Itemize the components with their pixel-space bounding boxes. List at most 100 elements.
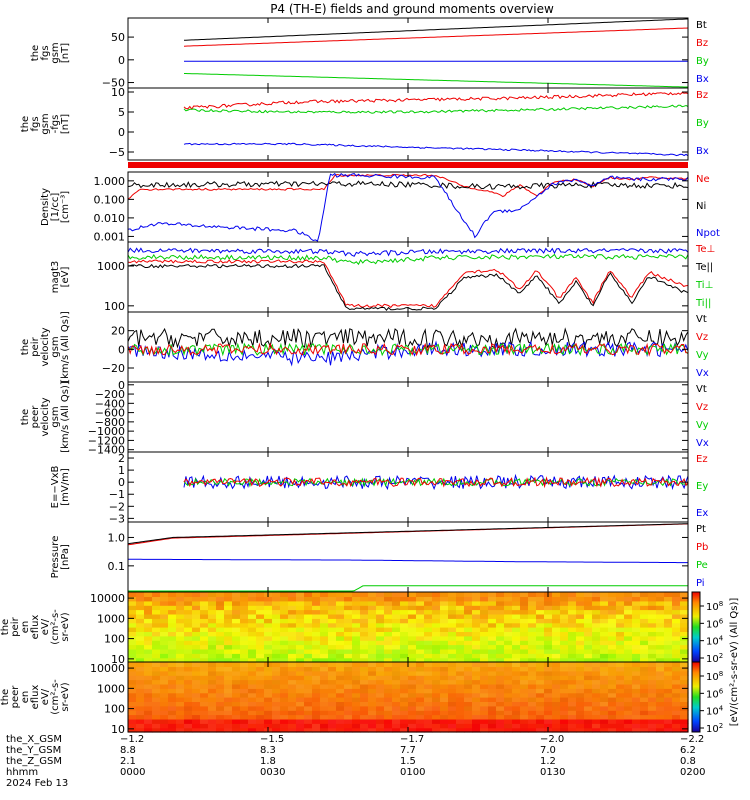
heatmap-cell bbox=[336, 622, 345, 628]
heatmap-cell bbox=[464, 596, 473, 602]
heatmap-cell bbox=[472, 679, 481, 685]
y-tick-label: 50 bbox=[111, 31, 125, 44]
heatmap-cell bbox=[232, 710, 241, 716]
heatmap-cell bbox=[144, 723, 153, 729]
heatmap-cell bbox=[256, 600, 265, 606]
heatmap-cell bbox=[392, 644, 401, 650]
heatmap-cell bbox=[512, 644, 521, 650]
heatmap-cell bbox=[568, 600, 577, 606]
heatmap-cell bbox=[240, 710, 249, 716]
heatmap-cell bbox=[624, 618, 633, 624]
colorbar-tick-base: 10 bbox=[706, 637, 719, 648]
heatmap-cell bbox=[304, 613, 313, 619]
heatmap-cell bbox=[184, 705, 193, 711]
heatmap-cell bbox=[160, 644, 169, 650]
heatmap-cell bbox=[416, 648, 425, 654]
y-tick-label: 100 bbox=[104, 703, 125, 716]
heatmap-cell bbox=[568, 723, 577, 729]
heatmap-cell bbox=[344, 705, 353, 711]
y-axis-label-line: the bbox=[0, 619, 11, 635]
heatmap-cell bbox=[640, 613, 649, 619]
heatmap-cell bbox=[640, 622, 649, 628]
heatmap-cell bbox=[256, 613, 265, 619]
heatmap-cell bbox=[648, 683, 657, 689]
heatmap-cell bbox=[256, 592, 265, 597]
heatmap-cell bbox=[448, 675, 457, 681]
heatmap-cell bbox=[272, 622, 281, 628]
heatmap-cell bbox=[584, 613, 593, 619]
heatmap-cell bbox=[464, 609, 473, 615]
heatmap-cell bbox=[288, 618, 297, 624]
heatmap-cell bbox=[632, 635, 641, 641]
heatmap-cell bbox=[400, 618, 409, 624]
heatmap-cell bbox=[424, 640, 433, 646]
heatmap-cell bbox=[536, 609, 545, 615]
heatmap-cell bbox=[568, 653, 577, 659]
heatmap-cell bbox=[432, 622, 441, 628]
heatmap-cell bbox=[680, 605, 689, 611]
heatmap-cell bbox=[280, 718, 289, 724]
heatmap-cell bbox=[432, 644, 441, 650]
heatmap-cell bbox=[416, 653, 425, 659]
heatmap-cell bbox=[528, 688, 537, 694]
heatmap-cell bbox=[488, 697, 497, 702]
heatmap-cell bbox=[288, 657, 297, 663]
heatmap-cell bbox=[224, 596, 233, 602]
heatmap-cell bbox=[240, 631, 249, 637]
heatmap-cell bbox=[440, 627, 449, 632]
heatmap-cell bbox=[408, 635, 417, 641]
heatmap-cell bbox=[200, 644, 209, 650]
heatmap-cell bbox=[464, 640, 473, 646]
heatmap-cell bbox=[528, 705, 537, 711]
heatmap-cell bbox=[592, 644, 601, 650]
heatmap-cell bbox=[384, 675, 393, 681]
heatmap-cell bbox=[584, 683, 593, 689]
heatmap-cell bbox=[304, 648, 313, 654]
heatmap-cell bbox=[472, 640, 481, 646]
y-axis-label-line: fgs bbox=[30, 116, 41, 131]
x-tick-value: 0130 bbox=[540, 767, 565, 778]
heatmap-cell bbox=[160, 627, 169, 632]
heatmap-cell bbox=[144, 613, 153, 619]
heatmap-cell bbox=[184, 697, 193, 702]
heatmap-cell bbox=[408, 618, 417, 624]
heatmap-cell bbox=[256, 605, 265, 611]
heatmap-cell bbox=[448, 701, 457, 707]
heatmap-cell bbox=[560, 600, 569, 606]
heatmap-cell bbox=[368, 653, 377, 659]
heatmap-cell bbox=[184, 605, 193, 611]
x-row-label: 2024 Feb 13 bbox=[6, 778, 68, 789]
heatmap-cell bbox=[224, 648, 233, 654]
y-tick-label: 20 bbox=[111, 325, 125, 338]
heatmap-cell bbox=[136, 653, 145, 659]
heatmap-cell bbox=[592, 605, 601, 611]
heatmap-cell bbox=[304, 631, 313, 637]
heatmap-cell bbox=[232, 662, 241, 667]
x-row-label: the_Y_GSM bbox=[6, 745, 61, 756]
heatmap-cell bbox=[472, 609, 481, 615]
heatmap-cell bbox=[408, 718, 417, 724]
heatmap-cell bbox=[200, 618, 209, 624]
heatmap-cell bbox=[496, 648, 505, 654]
heatmap-cell bbox=[464, 666, 473, 672]
heatmap-cell bbox=[568, 635, 577, 641]
colorbar-tick-base: 10 bbox=[706, 654, 719, 665]
heatmap-cell bbox=[600, 635, 609, 641]
heatmap-cell bbox=[336, 692, 345, 698]
heatmap-cell bbox=[280, 600, 289, 606]
colorbar-gradient bbox=[691, 661, 701, 733]
heatmap-cell bbox=[296, 622, 305, 628]
heatmap-cell bbox=[656, 692, 665, 698]
heatmap-cell bbox=[240, 714, 249, 720]
heatmap-cell bbox=[400, 727, 409, 733]
heatmap-cell bbox=[568, 618, 577, 624]
colorbar-tick-label: 104 bbox=[706, 705, 724, 718]
heatmap-cell bbox=[248, 640, 257, 646]
heatmap-cell bbox=[368, 675, 377, 681]
heatmap-cell bbox=[248, 697, 257, 702]
heatmap-cell bbox=[640, 718, 649, 724]
heatmap-cell bbox=[136, 613, 145, 619]
heatmap-cell bbox=[232, 631, 241, 637]
heatmap-cell bbox=[176, 710, 185, 716]
heatmap-cell bbox=[200, 613, 209, 619]
